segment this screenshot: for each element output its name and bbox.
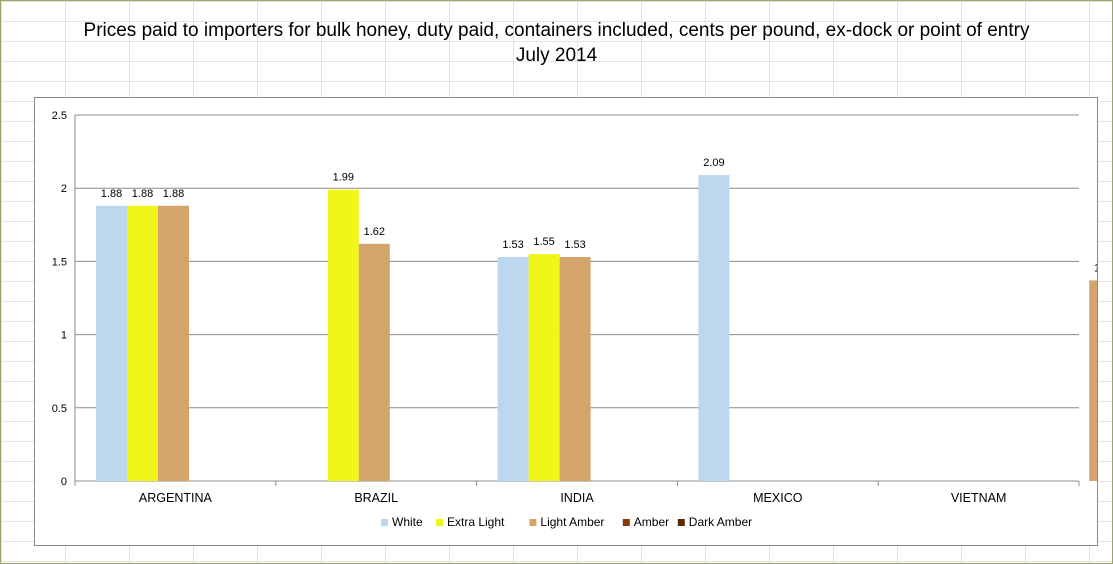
bar-light-amber-brazil [358,243,390,481]
legend-swatch-white [381,519,388,526]
bar-light-amber-india [559,257,591,481]
x-category-label: BRAZIL [354,491,398,505]
data-label: 1.88 [163,188,184,200]
bar-extra-light-brazil [327,189,359,481]
chart-title: Prices paid to importers for bulk honey,… [0,18,1113,68]
chart-area[interactable]: 0 0.5 1 1.5 2 2.5 1.88 1.88 1.88 ARGENTINA 1.99 1.6… [34,97,1113,546]
bar-light-amber-argentina [158,205,189,481]
data-label: 1.53 [502,239,523,251]
legend-label: Dark Amber [689,515,752,529]
y-tick-label: 2.5 [52,110,67,122]
chart-title-line-2: July 2014 [515,45,598,66]
legend-swatch-amber [622,519,630,526]
legend-swatch-dark-amber [677,519,685,526]
x-category-label: ARGENTINA [139,491,213,505]
legend-label: Light Amber [540,515,604,529]
bar-extra-light-india [528,254,560,481]
bar-light-amber-vietnam [1089,280,1113,481]
x-category-label: MEXICO [753,491,803,505]
legend-swatch-light-amber [529,519,537,526]
bar-white-mexico [698,175,730,482]
data-label: 1.88 [132,188,153,200]
legend-label: Extra Light [447,515,505,529]
data-label: 1.62 [364,226,385,238]
y-tick-label: 1 [61,330,67,342]
bar-white-argentina [96,205,127,481]
bar-chart: 0 0.5 1 1.5 2 2.5 1.88 1.88 1.88 ARGENTINA 1.99 1.6… [52,110,1113,529]
x-category-label: VIETNAM [951,491,1007,505]
data-label: 1.53 [564,239,585,251]
legend-label: White [392,515,423,529]
data-label: 2.09 [703,157,724,169]
y-tick-label: 2 [61,183,67,195]
data-label: 1.37 [1094,262,1097,274]
data-label: 1.55 [533,236,554,248]
y-tick-label: 0 [61,476,67,488]
bar-white-india [497,257,529,481]
legend-swatch-extra-light [436,519,443,526]
data-label: 1.99 [333,172,354,184]
bar-extra-light-argentina [127,205,158,481]
data-label: 1.88 [101,188,122,200]
y-tick-label: 0.5 [52,403,67,415]
legend-label: Amber [634,515,669,529]
x-category-label: INDIA [560,491,594,505]
y-tick-label: 1.5 [52,256,67,268]
chart-title-line-1: Prices paid to importers for bulk honey,… [83,20,1030,41]
